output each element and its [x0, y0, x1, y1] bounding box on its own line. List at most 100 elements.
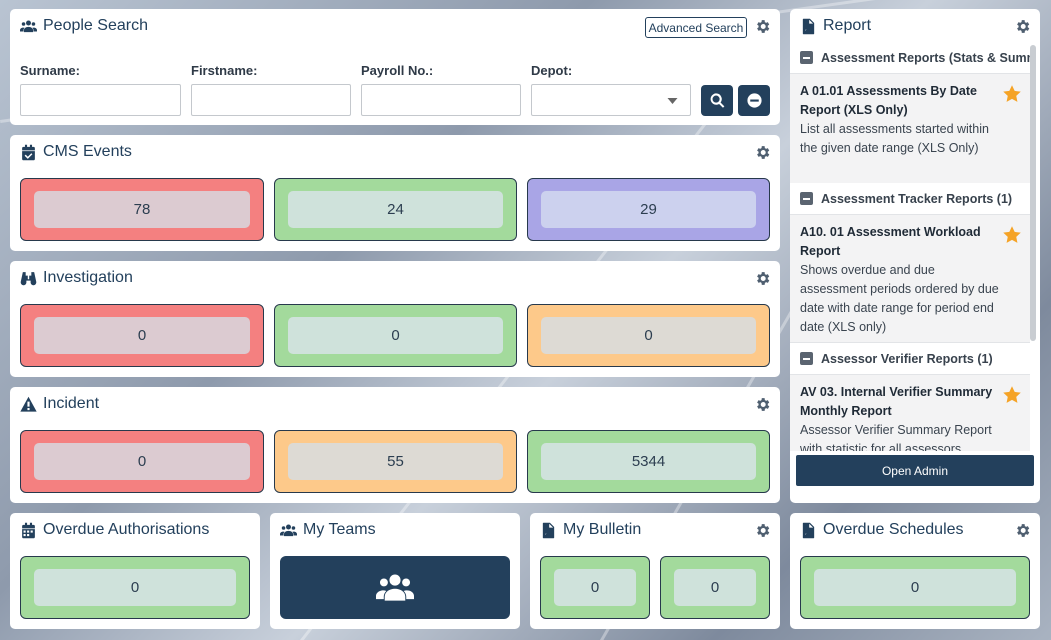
- star-icon[interactable]: [1002, 84, 1022, 104]
- report-section-tracker[interactable]: Assessment Tracker Reports (1): [790, 183, 1030, 215]
- incident-panel: Incident 0 55 5344: [10, 387, 780, 503]
- report-item-title: A10. 01 Assessment Workload Report: [800, 225, 981, 258]
- report-item[interactable]: A10. 01 Assessment Workload Report Shows…: [790, 215, 1030, 343]
- incident-orange-tile[interactable]: 55: [274, 430, 517, 493]
- report-header: Report: [800, 17, 871, 35]
- depot-select[interactable]: [531, 84, 691, 116]
- investigation-orange-count: 0: [541, 317, 756, 354]
- incident-green-tile[interactable]: 5344: [527, 430, 770, 493]
- minus-circle-icon: [746, 93, 762, 108]
- people-search-gear-icon[interactable]: [754, 18, 771, 35]
- my-bulletin-panel: My Bulletin 0 0: [530, 513, 780, 629]
- depot-label: Depot:: [531, 63, 573, 78]
- cms-events-title: CMS Events: [43, 143, 132, 160]
- payroll-label: Payroll No.:: [361, 63, 434, 78]
- incident-orange-count: 55: [288, 443, 503, 480]
- payroll-input[interactable]: [361, 84, 521, 116]
- overdue-authorisations-tile[interactable]: 0: [20, 556, 250, 619]
- my-bulletin-tile-2[interactable]: 0: [660, 556, 770, 619]
- overdue-schedules-header: Overdue Schedules: [800, 521, 964, 539]
- report-section-label: Assessment Reports (Stats & Summa: [821, 50, 1030, 65]
- investigation-green-tile[interactable]: 0: [274, 304, 517, 367]
- my-bulletin-title: My Bulletin: [563, 521, 642, 538]
- investigation-green-count: 0: [288, 317, 503, 354]
- collapse-icon: [800, 51, 813, 64]
- overdue-schedules-gear-icon[interactable]: [1014, 522, 1031, 539]
- file-pdf-icon: [802, 522, 815, 538]
- search-icon: [710, 93, 724, 108]
- cms-events-purple-count: 29: [541, 191, 756, 228]
- overdue-authorisations-panel: Overdue Authorisations 0: [10, 513, 260, 629]
- overdue-schedules-count: 0: [814, 569, 1016, 606]
- users-icon: [376, 574, 414, 601]
- investigation-panel: Investigation 0 0 0: [10, 261, 780, 377]
- overdue-schedules-title: Overdue Schedules: [823, 521, 964, 538]
- report-list: Assessment Reports (Stats & Summa A 01.0…: [790, 42, 1030, 451]
- incident-gear-icon[interactable]: [754, 396, 771, 413]
- investigation-red-tile[interactable]: 0: [20, 304, 264, 367]
- report-item[interactable]: A 01.01 Assessments By Date Report (XLS …: [790, 74, 1030, 184]
- clear-button[interactable]: [738, 85, 770, 116]
- star-icon[interactable]: [1002, 385, 1022, 405]
- chevron-down-icon: [667, 98, 678, 104]
- firstname-label: Firstname:: [191, 63, 258, 78]
- my-bulletin-tile-1[interactable]: 0: [540, 556, 650, 619]
- warning-icon: [20, 396, 37, 412]
- cms-events-panel: CMS Events 78 24 29: [10, 135, 780, 251]
- calendar-icon: [22, 522, 35, 538]
- my-teams-button[interactable]: [280, 556, 510, 619]
- investigation-header: Investigation: [20, 269, 133, 287]
- file-pdf-icon: [542, 522, 555, 538]
- collapse-icon: [800, 192, 813, 205]
- cms-events-header: CMS Events: [20, 143, 132, 161]
- report-item[interactable]: AV 03. Internal Verifier Summary Monthly…: [790, 375, 1030, 451]
- firstname-input[interactable]: [191, 84, 351, 116]
- overdue-authorisations-header: Overdue Authorisations: [20, 521, 209, 539]
- my-teams-panel: My Teams: [270, 513, 520, 629]
- my-bulletin-count-1: 0: [554, 569, 636, 606]
- my-bulletin-count-2: 0: [674, 569, 756, 606]
- users-icon: [280, 523, 297, 536]
- report-scrollbar[interactable]: [1030, 45, 1036, 341]
- report-section-assessment[interactable]: Assessment Reports (Stats & Summa: [790, 42, 1030, 74]
- surname-input[interactable]: [20, 84, 181, 116]
- incident-header: Incident: [20, 395, 99, 413]
- report-section-label: Assessment Tracker Reports (1): [821, 191, 1013, 206]
- my-bulletin-gear-icon[interactable]: [754, 522, 771, 539]
- incident-title: Incident: [43, 395, 100, 412]
- report-section-label: Assessor Verifier Reports (1): [821, 351, 993, 366]
- surname-label: Surname:: [20, 63, 80, 78]
- users-icon: [20, 19, 37, 32]
- star-icon[interactable]: [1002, 225, 1022, 245]
- cms-events-green-tile[interactable]: 24: [274, 178, 517, 241]
- file-pdf-icon: [802, 18, 815, 34]
- report-gear-icon[interactable]: [1014, 18, 1031, 35]
- people-search-title: People Search: [43, 17, 148, 34]
- incident-green-count: 5344: [541, 443, 756, 480]
- search-button[interactable]: [701, 85, 733, 116]
- open-admin-button[interactable]: Open Admin: [796, 455, 1034, 486]
- incident-red-tile[interactable]: 0: [20, 430, 264, 493]
- overdue-authorisations-title: Overdue Authorisations: [43, 521, 210, 538]
- report-item-desc: Assessor Verifier Summary Report with st…: [800, 423, 992, 451]
- cms-events-gear-icon[interactable]: [754, 144, 771, 161]
- investigation-orange-tile[interactable]: 0: [527, 304, 770, 367]
- people-search-panel: People Search Advanced Search Surname: F…: [10, 9, 780, 125]
- advanced-search-button[interactable]: Advanced Search: [645, 17, 747, 38]
- cms-events-red-tile[interactable]: 78: [20, 178, 264, 241]
- report-title: Report: [823, 17, 872, 34]
- calendar-check-icon: [22, 144, 35, 160]
- my-bulletin-header: My Bulletin: [540, 521, 641, 539]
- overdue-schedules-panel: Overdue Schedules 0: [790, 513, 1040, 629]
- report-section-verifier[interactable]: Assessor Verifier Reports (1): [790, 343, 1030, 375]
- overdue-schedules-tile[interactable]: 0: [800, 556, 1030, 619]
- report-item-title: AV 03. Internal Verifier Summary Monthly…: [800, 385, 993, 418]
- cms-events-red-count: 78: [34, 191, 250, 228]
- collapse-icon: [800, 352, 813, 365]
- people-search-header: People Search: [20, 17, 148, 35]
- cms-events-purple-tile[interactable]: 29: [527, 178, 770, 241]
- cms-events-green-count: 24: [288, 191, 503, 228]
- investigation-gear-icon[interactable]: [754, 270, 771, 287]
- investigation-title: Investigation: [43, 269, 133, 286]
- report-panel: Report Assessment Reports (Stats & Summa…: [790, 9, 1040, 503]
